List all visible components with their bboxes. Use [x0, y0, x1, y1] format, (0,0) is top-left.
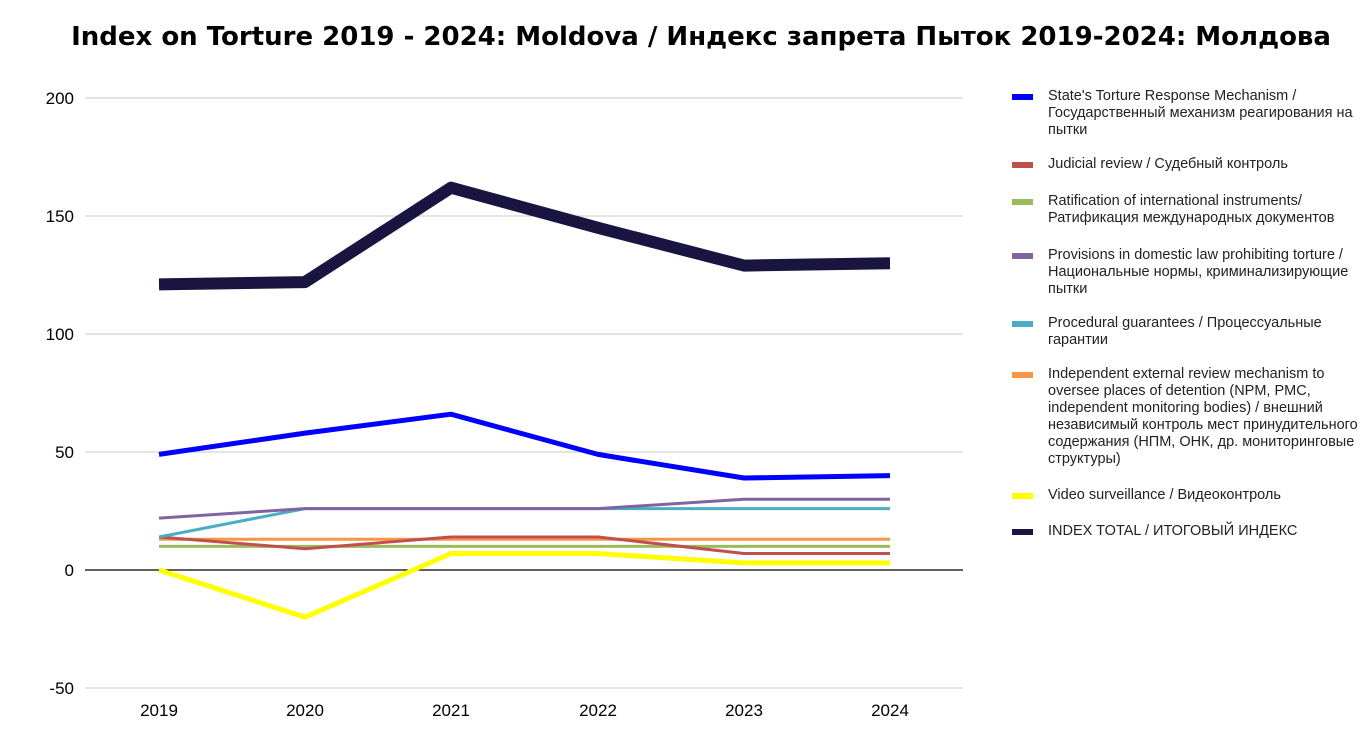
legend-label: Provisions in domestic law prohibiting t… — [1048, 247, 1349, 297]
series-line-0 — [158, 411, 891, 481]
legend-item: Procedural guarantees / Процессуальные г… — [1010, 315, 1365, 349]
legend-label: Video surveillance / Видеоконтроль — [1048, 487, 1281, 503]
legend-label: Independent external review mechanism to… — [1048, 366, 1358, 467]
legend-item: Video surveillance / Видеоконтроль — [1010, 487, 1365, 504]
legend-label: Judicial review / Судебный контроль — [1048, 156, 1288, 172]
y-tick-label: 50 — [55, 443, 74, 462]
series-line-7 — [158, 181, 891, 291]
series-lines — [158, 181, 891, 620]
y-tick-label: 100 — [46, 325, 74, 344]
y-axis-ticks: 200 150 100 50 0 -50 — [46, 89, 74, 698]
legend-item: Ratification of international instrument… — [1010, 193, 1365, 227]
legend-item: Independent external review mechanism to… — [1010, 366, 1365, 468]
gridlines — [85, 97, 963, 689]
series-line-6 — [158, 551, 890, 620]
legend-label: Ratification of international instrument… — [1048, 193, 1335, 226]
legend-swatch — [1012, 321, 1033, 327]
legend: State's Torture Response Mechanism / Гос… — [1010, 88, 1365, 540]
legend-item: INDEX TOTAL / ИТОГОВЫЙ ИНДЕКС — [1010, 523, 1365, 540]
x-axis-ticks: 2019 2020 2021 2022 2023 2024 — [140, 701, 909, 720]
series-line-1 — [158, 535, 890, 555]
x-tick-label: 2024 — [871, 701, 909, 720]
legend-swatch — [1012, 199, 1033, 205]
legend-label: Procedural guarantees / Процессуальные г… — [1048, 315, 1322, 348]
y-tick-label: 150 — [46, 207, 74, 226]
legend-swatch — [1012, 162, 1033, 168]
legend-swatch — [1012, 529, 1033, 535]
x-tick-label: 2022 — [579, 701, 617, 720]
series-line-3 — [158, 497, 890, 520]
x-tick-label: 2023 — [725, 701, 763, 720]
legend-swatch — [1012, 372, 1033, 378]
y-tick-label: 0 — [65, 561, 74, 580]
y-tick-label: 200 — [46, 89, 74, 108]
legend-label: INDEX TOTAL / ИТОГОВЫЙ ИНДЕКС — [1048, 523, 1298, 539]
legend-swatch — [1012, 94, 1033, 100]
legend-item: State's Torture Response Mechanism / Гос… — [1010, 88, 1365, 139]
legend-swatch — [1012, 493, 1033, 499]
legend-label: State's Torture Response Mechanism / Гос… — [1048, 88, 1353, 138]
y-tick-label: -50 — [49, 679, 74, 698]
series-line-4 — [158, 507, 890, 539]
line-chart: 200 150 100 50 0 -50 2019 2020 2021 2022 2023 2024 — [46, 89, 963, 720]
x-tick-label: 2021 — [432, 701, 470, 720]
chart-title: Index on Torture 2019 - 2024: Moldova / … — [71, 22, 1331, 52]
legend-item: Provisions in domestic law prohibiting t… — [1010, 247, 1365, 298]
x-tick-label: 2020 — [286, 701, 324, 720]
x-tick-label: 2019 — [140, 701, 178, 720]
legend-item: Judicial review / Судебный контроль — [1010, 156, 1365, 173]
legend-swatch — [1012, 253, 1033, 259]
